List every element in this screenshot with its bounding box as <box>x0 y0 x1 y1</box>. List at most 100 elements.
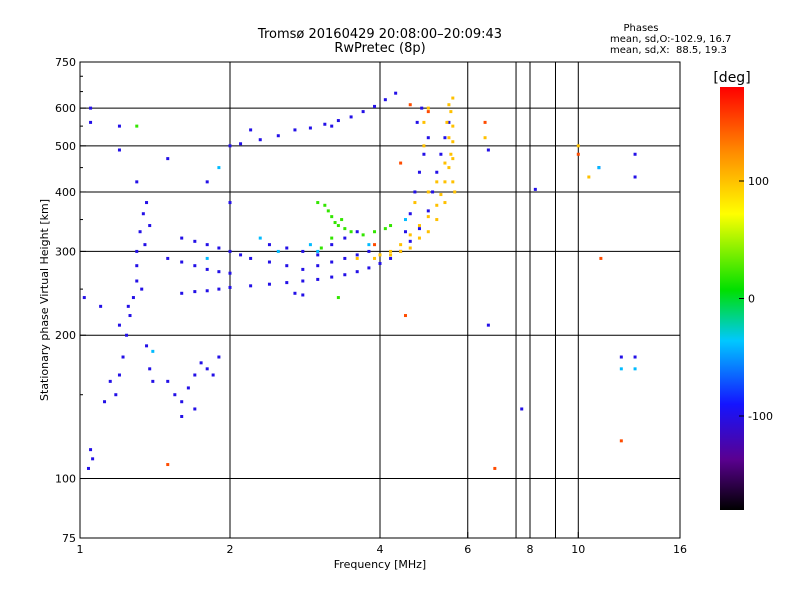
data-point <box>378 261 382 265</box>
data-point <box>330 215 334 219</box>
data-point <box>258 236 262 240</box>
data-point <box>343 273 347 277</box>
data-point <box>99 304 103 308</box>
data-point <box>520 407 524 411</box>
chart-title: Tromsø 20160429 20:08:00–20:09:43 <box>257 27 502 42</box>
data-point <box>426 106 430 110</box>
data-point <box>316 201 320 205</box>
data-point <box>426 190 430 194</box>
data-point <box>258 138 262 142</box>
data-point <box>373 230 377 234</box>
y-tick-label: 750 <box>55 56 76 69</box>
data-point <box>180 291 184 295</box>
data-point <box>217 246 221 250</box>
data-point <box>447 166 451 170</box>
data-point <box>89 120 93 124</box>
data-point <box>180 400 184 404</box>
data-point <box>267 243 271 247</box>
data-point <box>125 333 129 337</box>
x-tick-label: 4 <box>377 543 384 556</box>
data-point <box>301 293 305 297</box>
data-point <box>619 367 623 371</box>
data-point <box>408 246 412 250</box>
chart-subtitle: RwPretec (8p) <box>334 41 425 56</box>
y-tick-label: 300 <box>55 245 76 258</box>
data-point <box>451 157 455 161</box>
data-point <box>449 152 453 156</box>
phase-stats-o: mean, sd,O:-102.9, 16.7 <box>610 34 731 45</box>
data-point <box>205 289 209 293</box>
data-point <box>443 201 447 205</box>
data-point <box>330 243 334 247</box>
data-point <box>228 201 232 205</box>
data-point <box>135 124 139 128</box>
data-point <box>193 264 197 268</box>
data-point <box>228 285 232 289</box>
data-point <box>316 277 320 281</box>
data-point <box>89 448 93 452</box>
data-point <box>389 249 393 253</box>
data-point <box>249 256 253 260</box>
data-point <box>403 314 407 318</box>
data-point <box>453 190 457 194</box>
data-point <box>145 344 149 348</box>
data-point <box>619 439 623 443</box>
data-point <box>135 180 139 184</box>
data-point <box>199 361 203 365</box>
data-point <box>361 233 365 237</box>
data-point <box>373 243 377 247</box>
data-point <box>399 249 403 253</box>
x-tick-label: 10 <box>571 543 585 556</box>
x-axis-ticks: 1 2 4 6 8 10 16 <box>77 532 687 556</box>
data-point <box>336 296 340 300</box>
data-point <box>217 270 221 274</box>
data-point <box>394 91 398 95</box>
y-tick-label: 75 <box>62 532 76 545</box>
data-point <box>426 230 430 234</box>
data-point <box>330 275 334 279</box>
data-point <box>413 190 417 194</box>
data-point <box>426 215 430 219</box>
data-point <box>151 379 155 383</box>
data-point <box>417 227 421 231</box>
y-tick-label: 100 <box>55 473 76 486</box>
data-point <box>633 367 637 371</box>
data-point <box>126 304 130 308</box>
data-point <box>399 161 403 165</box>
data-point <box>355 230 359 234</box>
data-point <box>135 264 139 268</box>
data-point <box>576 152 580 156</box>
data-point <box>217 287 221 291</box>
grid-lines <box>80 62 680 538</box>
data-point <box>383 227 387 231</box>
data-point <box>301 249 305 253</box>
data-point <box>373 104 377 108</box>
data-point <box>166 256 170 260</box>
data-point <box>131 296 135 300</box>
data-point <box>408 233 412 237</box>
x-tick-label: 6 <box>464 543 471 556</box>
data-point <box>431 190 435 194</box>
data-point <box>211 373 215 377</box>
data-point <box>447 103 451 107</box>
data-point <box>267 260 271 264</box>
data-point <box>285 246 289 250</box>
data-point <box>205 243 209 247</box>
data-point <box>408 212 412 216</box>
data-point <box>422 120 426 124</box>
data-point <box>301 279 305 283</box>
data-point <box>166 157 170 161</box>
data-point <box>451 96 455 100</box>
data-point <box>301 267 305 271</box>
data-point <box>319 246 323 250</box>
data-point <box>486 323 490 327</box>
data-point <box>367 249 371 253</box>
data-point <box>148 367 152 371</box>
data-point <box>349 230 353 234</box>
data-point <box>228 271 232 275</box>
data-point <box>308 126 312 130</box>
data-point <box>276 249 280 253</box>
data-point <box>383 98 387 102</box>
data-point <box>193 239 197 243</box>
data-point <box>426 136 430 140</box>
